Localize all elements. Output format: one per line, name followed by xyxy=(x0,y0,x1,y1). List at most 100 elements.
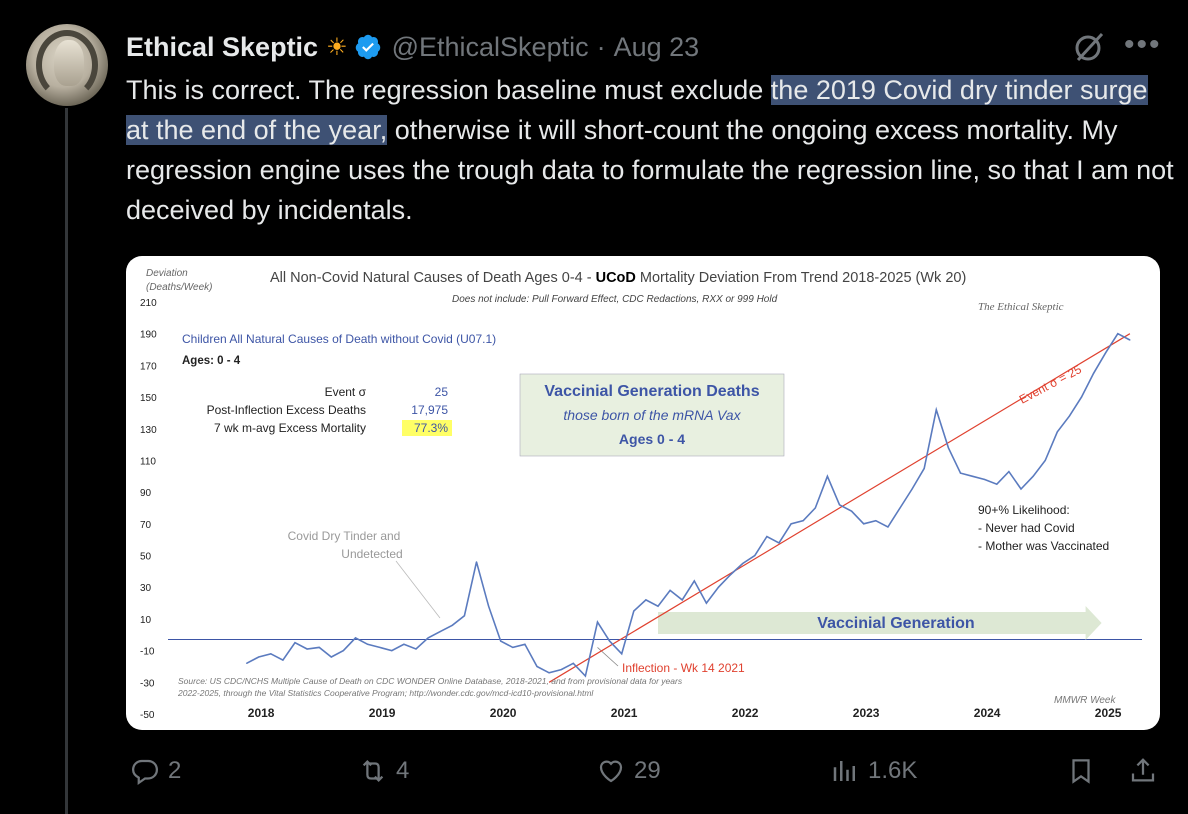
data-point xyxy=(439,631,441,633)
data-point xyxy=(766,535,768,538)
data-point xyxy=(887,526,889,528)
y-tick-label: -50 xyxy=(140,710,155,721)
stat-value: 77.3% xyxy=(414,421,448,435)
views-button[interactable]: 1.6K xyxy=(830,756,917,786)
tweet-date[interactable]: Aug 23 xyxy=(613,31,700,62)
heart-icon xyxy=(599,760,623,783)
like-button[interactable]: 29 xyxy=(596,756,661,786)
avatar[interactable] xyxy=(26,24,108,106)
bookmark-button[interactable] xyxy=(1066,756,1104,786)
data-point xyxy=(947,447,950,449)
data-point xyxy=(330,656,332,658)
box-title: Vaccinial Generation Deaths xyxy=(544,383,759,400)
data-point xyxy=(899,507,901,509)
data-point xyxy=(838,504,841,506)
author-handle[interactable]: @EthicalSkeptic xyxy=(391,31,589,62)
more-options-icon[interactable]: ••• xyxy=(1124,28,1162,61)
data-point xyxy=(754,554,756,557)
share-button[interactable] xyxy=(1128,756,1166,786)
data-point xyxy=(609,640,611,642)
data-point xyxy=(524,643,526,645)
x-tick-label: 2025 xyxy=(1095,706,1122,720)
data-point xyxy=(451,624,453,626)
data-point xyxy=(403,643,405,645)
x-tick-label: 2022 xyxy=(732,706,759,720)
data-point xyxy=(512,646,514,649)
data-point xyxy=(354,637,357,639)
data-point xyxy=(633,610,635,612)
dry-tinder-pointer xyxy=(395,560,441,619)
grok-icon[interactable] xyxy=(1072,30,1106,64)
y-tick-label: -10 xyxy=(140,647,155,658)
data-point xyxy=(802,520,804,522)
tweet-header: Ethical Skeptic ☀ @EthicalSkeptic · Aug … xyxy=(126,30,699,64)
data-point xyxy=(391,650,393,652)
y-tick-label: 130 xyxy=(140,425,157,436)
data-point xyxy=(258,656,260,658)
stat-label: 7 wk m-avg Excess Mortality xyxy=(214,421,366,435)
data-point xyxy=(778,542,780,544)
tweet-text: This is correct. The regression baseline… xyxy=(126,70,1176,230)
data-point xyxy=(379,646,381,649)
data-point xyxy=(911,488,913,490)
data-point xyxy=(572,662,574,664)
data-point xyxy=(1032,475,1034,477)
data-point xyxy=(596,621,599,623)
data-point xyxy=(342,650,344,652)
data-point xyxy=(645,599,647,601)
data-point xyxy=(1105,352,1107,354)
repost-count: 4 xyxy=(396,757,410,784)
likelihood-line: - Mother was Vaccinated xyxy=(978,539,1109,553)
ages-label: Ages: 0 - 4 xyxy=(182,355,241,367)
avatar-hood xyxy=(36,30,98,100)
like-count: 29 xyxy=(634,757,661,784)
share-icon xyxy=(1131,758,1155,782)
series-line xyxy=(246,332,1131,678)
sun-icon: ☀ xyxy=(326,33,348,61)
stat-value: 25 xyxy=(435,385,449,399)
data-point xyxy=(935,409,937,411)
data-point xyxy=(306,648,308,650)
data-point xyxy=(1093,372,1095,374)
data-point xyxy=(705,602,708,604)
data-point xyxy=(923,467,925,469)
dry-tinder-annotation: Covid Dry Tinder and xyxy=(288,529,401,543)
avatar-face xyxy=(54,40,84,86)
data-point xyxy=(536,665,538,668)
vaccinial-box xyxy=(519,373,785,457)
repost-button[interactable]: 4 xyxy=(358,756,409,786)
y-tick-label: 50 xyxy=(140,552,152,563)
data-point xyxy=(972,475,974,477)
data-point xyxy=(318,646,320,649)
x-tick-label: 2020 xyxy=(490,706,517,720)
repost-icon xyxy=(362,760,384,782)
data-point xyxy=(282,659,284,661)
arrow-label: Vaccinial Generation xyxy=(817,615,974,632)
data-point xyxy=(681,599,683,601)
data-point xyxy=(1020,488,1022,490)
data-point xyxy=(1056,431,1058,433)
stat-value: 17,975 xyxy=(411,403,448,417)
data-point xyxy=(814,507,816,509)
author-name[interactable]: Ethical Skeptic xyxy=(126,31,319,62)
data-point xyxy=(500,640,502,642)
tweet-text-part2: otherwise it will short-count the ongoin… xyxy=(126,115,1174,225)
y-tick-label: 30 xyxy=(140,583,152,594)
box-ages: Ages 0 - 4 xyxy=(619,431,685,447)
y-axis-label: Deviation xyxy=(146,268,188,279)
trend-line xyxy=(548,333,1131,683)
y-tick-label: 210 xyxy=(140,298,157,309)
data-point xyxy=(851,510,853,512)
reply-button[interactable]: 2 xyxy=(130,756,181,786)
trend-label: Event σ = 25 xyxy=(1017,362,1084,407)
data-point xyxy=(669,589,671,591)
verified-badge-icon[interactable] xyxy=(354,33,382,61)
data-point xyxy=(826,475,829,477)
data-point xyxy=(560,669,562,671)
y-tick-label: -30 xyxy=(140,678,155,689)
x-tick-label: 2024 xyxy=(974,706,1001,720)
chart-image[interactable]: 210 190 170 150 130 110 90 70 50 30 10 -10 -30 -50 201… xyxy=(126,256,1160,730)
data-point xyxy=(657,605,659,607)
data-point xyxy=(863,523,865,525)
chart-svg: 210 190 170 150 130 110 90 70 50 30 10 -10 -30 -50 201… xyxy=(140,268,1142,721)
